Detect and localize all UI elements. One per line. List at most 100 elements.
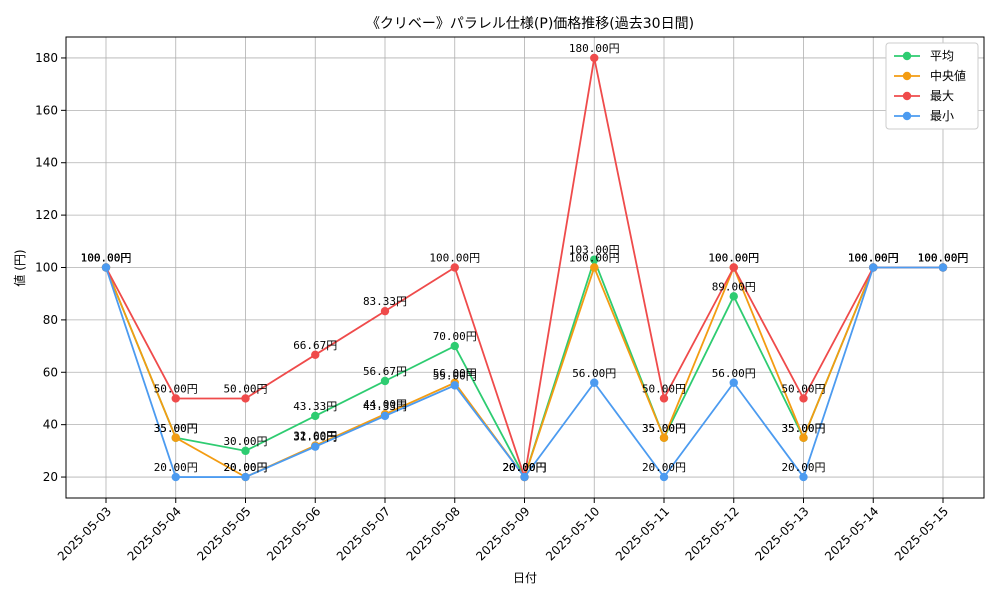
legend-swatch-marker (902, 111, 912, 121)
legend-label: 最大 (930, 89, 954, 103)
y-tick-label: 160 (35, 103, 58, 117)
data-label: 20.00円 (502, 461, 546, 474)
data-point (659, 472, 669, 482)
data-label: 20.00円 (223, 461, 267, 474)
y-axis-title: 値 (円) (12, 249, 27, 286)
data-label: 31.60円 (293, 431, 337, 444)
data-point (241, 472, 250, 482)
x-tick-label: 2025-05-10 (543, 504, 602, 563)
legend-swatch-marker (902, 91, 912, 101)
data-label: 20.00円 (154, 461, 198, 474)
legend-label: 最小 (930, 109, 954, 123)
data-label: 100.00円 (81, 252, 132, 265)
data-point (729, 378, 738, 387)
data-label: 35.00円 (642, 422, 686, 435)
data-label: 43.33円 (293, 400, 337, 413)
data-point (101, 263, 111, 272)
data-point (590, 263, 599, 272)
x-tick-label: 2025-05-11 (613, 504, 672, 563)
data-point (171, 433, 180, 442)
data-label: 35.00円 (154, 422, 198, 435)
x-tick-label: 2025-05-04 (125, 504, 184, 563)
data-label: 56.00円 (712, 367, 756, 380)
data-point (590, 255, 599, 264)
data-label: 83.33円 (363, 295, 407, 308)
data-label: 56.00円 (433, 367, 477, 380)
data-label: 100.00円 (918, 252, 969, 265)
data-label: 44.00円 (363, 398, 407, 411)
x-tick-label: 2025-05-15 (892, 504, 951, 563)
data-label: 20.00円 (223, 461, 267, 474)
data-point (171, 472, 180, 482)
data-label: 30.00円 (223, 435, 267, 448)
data-point (311, 442, 320, 451)
data-label: 20.00円 (642, 461, 686, 474)
data-point (241, 446, 250, 456)
data-point (380, 376, 390, 386)
grid-layer (66, 37, 984, 498)
data-label: 50.00円 (154, 382, 198, 395)
x-tick-label: 2025-05-14 (822, 504, 881, 563)
data-label: 50.00円 (781, 382, 825, 395)
data-point (311, 411, 320, 421)
y-tick-label: 20 (43, 470, 58, 484)
data-label: 100.00円 (918, 252, 969, 265)
data-point (520, 472, 529, 482)
data-label: 35.00円 (154, 422, 198, 435)
x-tick-label: 2025-05-08 (404, 504, 463, 563)
y-tick-label: 60 (43, 365, 58, 379)
legend-box (885, 42, 979, 130)
data-label: 100.00円 (848, 252, 899, 265)
x-tick-label: 2025-05-13 (752, 504, 811, 563)
plot-frame (65, 36, 985, 499)
data-label: 50.00円 (223, 382, 267, 395)
data-label: 100.00円 (708, 252, 759, 265)
data-label: 35.00円 (642, 422, 686, 435)
legend-label: 中央値 (930, 68, 966, 83)
data-point (659, 394, 669, 403)
y-tick-label: 120 (35, 208, 58, 222)
data-label: 20.00円 (781, 461, 825, 474)
series-layer (101, 53, 948, 482)
data-label: 100.00円 (569, 252, 620, 265)
legend-label: 平均 (930, 49, 954, 63)
data-label: 32.00円 (293, 430, 337, 443)
data-label: 35.00円 (781, 422, 825, 435)
data-label: 56.67円 (363, 365, 407, 378)
data-label: 43.33円 (363, 400, 407, 413)
x-tick-label: 2025-05-05 (194, 504, 253, 563)
x-tick-label: 2025-05-12 (683, 504, 742, 563)
data-point (729, 263, 738, 272)
data-label: 66.67円 (293, 339, 337, 352)
data-label: 20.00円 (502, 461, 546, 474)
data-point (869, 263, 878, 272)
data-label: 70.00円 (433, 330, 477, 343)
data-label: 55.00円 (433, 369, 477, 382)
data-label: 100.00円 (81, 252, 132, 265)
data-label: 100.00円 (918, 252, 969, 265)
data-label: 100.00円 (429, 252, 480, 265)
x-tick-label: 2025-05-06 (264, 504, 323, 563)
data-point (380, 306, 390, 316)
data-point (590, 378, 599, 387)
data-label: 89.00円 (712, 280, 756, 293)
data-label: 56.00円 (572, 367, 616, 380)
x-tick-label: 2025-05-03 (55, 504, 114, 563)
chart-title: 《クリベー》パラレル仕様(P)価格推移(過去30日間) (366, 16, 694, 32)
y-tick-label: 180 (35, 51, 58, 65)
data-point (590, 53, 599, 63)
data-label: 100.00円 (81, 252, 132, 265)
x-tick-label: 2025-05-09 (473, 504, 532, 563)
x-tick-label: 2025-05-07 (334, 504, 393, 563)
data-point (450, 381, 459, 390)
data-label: 100.00円 (848, 252, 899, 265)
data-label: 35.00円 (781, 422, 825, 435)
data-point (938, 263, 948, 272)
data-label: 100.00円 (918, 252, 969, 265)
data-labels-layer: 100.00円 35.00円 30.00円 43.33円 56.67円 70.00円 20.… (81, 42, 969, 474)
data-point (380, 411, 390, 421)
data-point (729, 292, 738, 301)
data-point (799, 394, 808, 403)
data-point (799, 433, 808, 442)
data-label: 20.00円 (502, 461, 546, 474)
